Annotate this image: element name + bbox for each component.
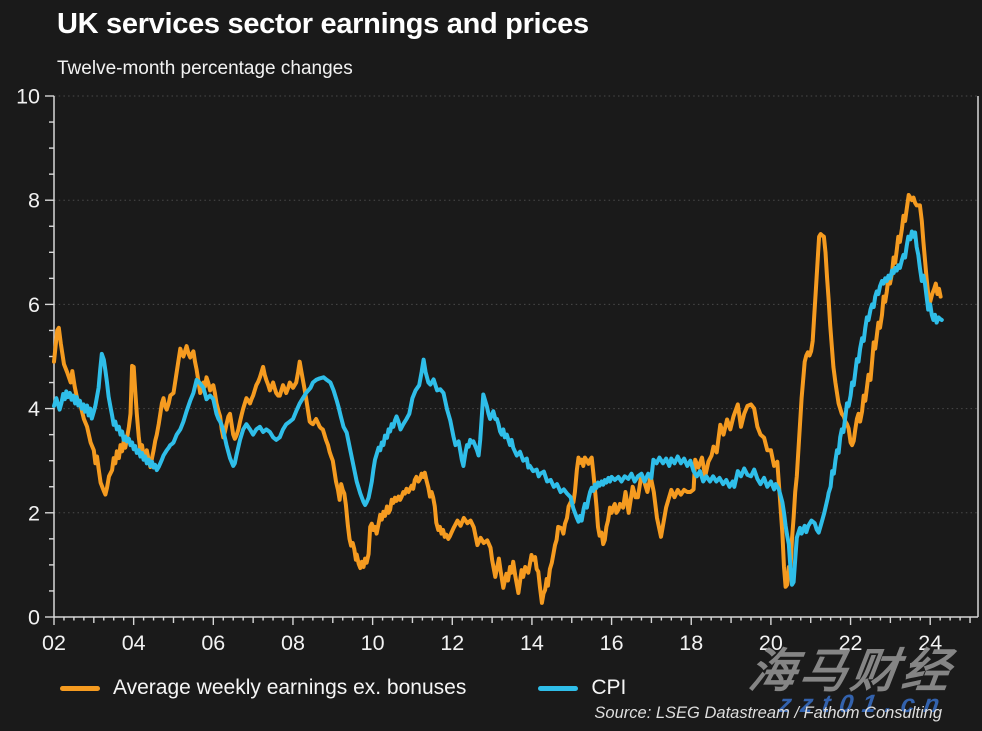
y-tick-label: 8 (28, 189, 40, 213)
x-tick-label: 20 (759, 631, 783, 655)
page-title: UK services sector earnings and prices (57, 8, 589, 40)
x-tick-label: 04 (122, 631, 146, 655)
y-tick-label: 0 (28, 606, 40, 630)
y-tick-label: 2 (28, 501, 40, 525)
earnings-line (52, 193, 943, 605)
x-tick-label: 02 (42, 631, 66, 655)
legend-swatch-cpi (538, 685, 579, 691)
legend-label-earnings: Average weekly earnings ex. bonuses (113, 676, 467, 699)
x-tick-label: 12 (440, 631, 464, 655)
legend-label-cpi: CPI (591, 676, 627, 699)
legend: Average weekly earnings ex. bonuses CPI (60, 676, 626, 700)
x-tick-label: 08 (281, 631, 305, 655)
cpi-line (52, 229, 944, 587)
x-tick-label: 22 (839, 631, 863, 655)
x-tick-label: 10 (361, 631, 385, 655)
chart-subtitle: Twelve-month percentage changes (57, 58, 353, 79)
x-tick-label: 16 (600, 631, 624, 655)
source-credit: Source: LSEG Datastream / Fathom Consult… (594, 704, 942, 722)
y-tick-label: 10 (16, 85, 40, 109)
x-tick-label: 14 (520, 631, 544, 655)
y-tick-label: 6 (28, 293, 40, 317)
y-tick-label: 4 (28, 397, 40, 421)
legend-swatch-earnings (60, 685, 100, 691)
x-tick-label: 24 (918, 631, 942, 655)
x-tick-label: 18 (679, 631, 703, 655)
x-tick-label: 06 (201, 631, 225, 655)
